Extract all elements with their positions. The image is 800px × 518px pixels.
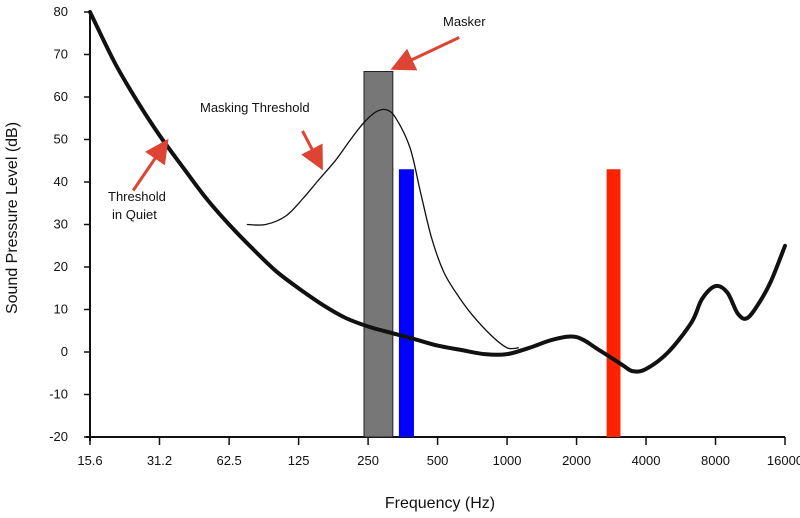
masking-threshold-annotation: Masking Threshold xyxy=(200,100,310,115)
x-tick-label: 250 xyxy=(357,453,379,468)
y-tick-label: -20 xyxy=(49,429,68,444)
annotation-arrow xyxy=(131,138,169,192)
threshold-in-quiet-annotation: Threshold xyxy=(108,189,166,204)
threshold-in-quiet-annotation: in Quiet xyxy=(112,207,157,222)
x-tick-label: 2000 xyxy=(562,453,591,468)
x-tick-label: 1000 xyxy=(493,453,522,468)
annotations-group: Masker Masking Threshold Threshold in Quiet xyxy=(108,14,486,222)
axes-group: 80 70 60 50 40 30 20 10 0 -10 -20 15.6 31.2 62.5 125 25… xyxy=(49,4,800,468)
y-tick-label: 20 xyxy=(54,259,68,274)
y-tick-label: 0 xyxy=(61,344,68,359)
y-tick-label: 30 xyxy=(54,217,68,232)
x-tick-label: 31.2 xyxy=(147,453,172,468)
masker-annotation: Masker xyxy=(443,14,486,29)
x-tick-label: 500 xyxy=(427,453,449,468)
annotation-arrow xyxy=(390,36,460,71)
y-tick-label: 50 xyxy=(54,132,68,147)
x-tick-label: 8000 xyxy=(701,453,730,468)
masker-bar xyxy=(363,71,394,438)
x-tick-label: 125 xyxy=(288,453,310,468)
x-tick-label: 4000 xyxy=(632,453,661,468)
y-tick-label: 80 xyxy=(54,4,68,19)
y-tick-label: -10 xyxy=(49,387,68,402)
masking-threshold-line xyxy=(246,108,520,350)
y-tick-label: 10 xyxy=(54,302,68,317)
threshold-in-quiet-line xyxy=(88,10,787,374)
x-axis-title: Frequency (Hz) xyxy=(385,495,495,512)
x-tick-label: 15.6 xyxy=(77,453,102,468)
y-tick-label: 60 xyxy=(54,89,68,104)
y-axis-title: Sound Pressure Level (dB) xyxy=(4,122,21,314)
blue-tone-bar xyxy=(398,169,414,437)
annotation-arrow xyxy=(301,130,323,171)
y-tick-label: 70 xyxy=(54,47,68,62)
lines-group xyxy=(88,10,787,374)
x-tick-label: 62.5 xyxy=(216,453,241,468)
red-tone-bar xyxy=(606,169,621,437)
y-tick-label: 40 xyxy=(54,174,68,189)
bars-group xyxy=(363,71,621,438)
x-tick-label: 16000 xyxy=(767,453,800,468)
